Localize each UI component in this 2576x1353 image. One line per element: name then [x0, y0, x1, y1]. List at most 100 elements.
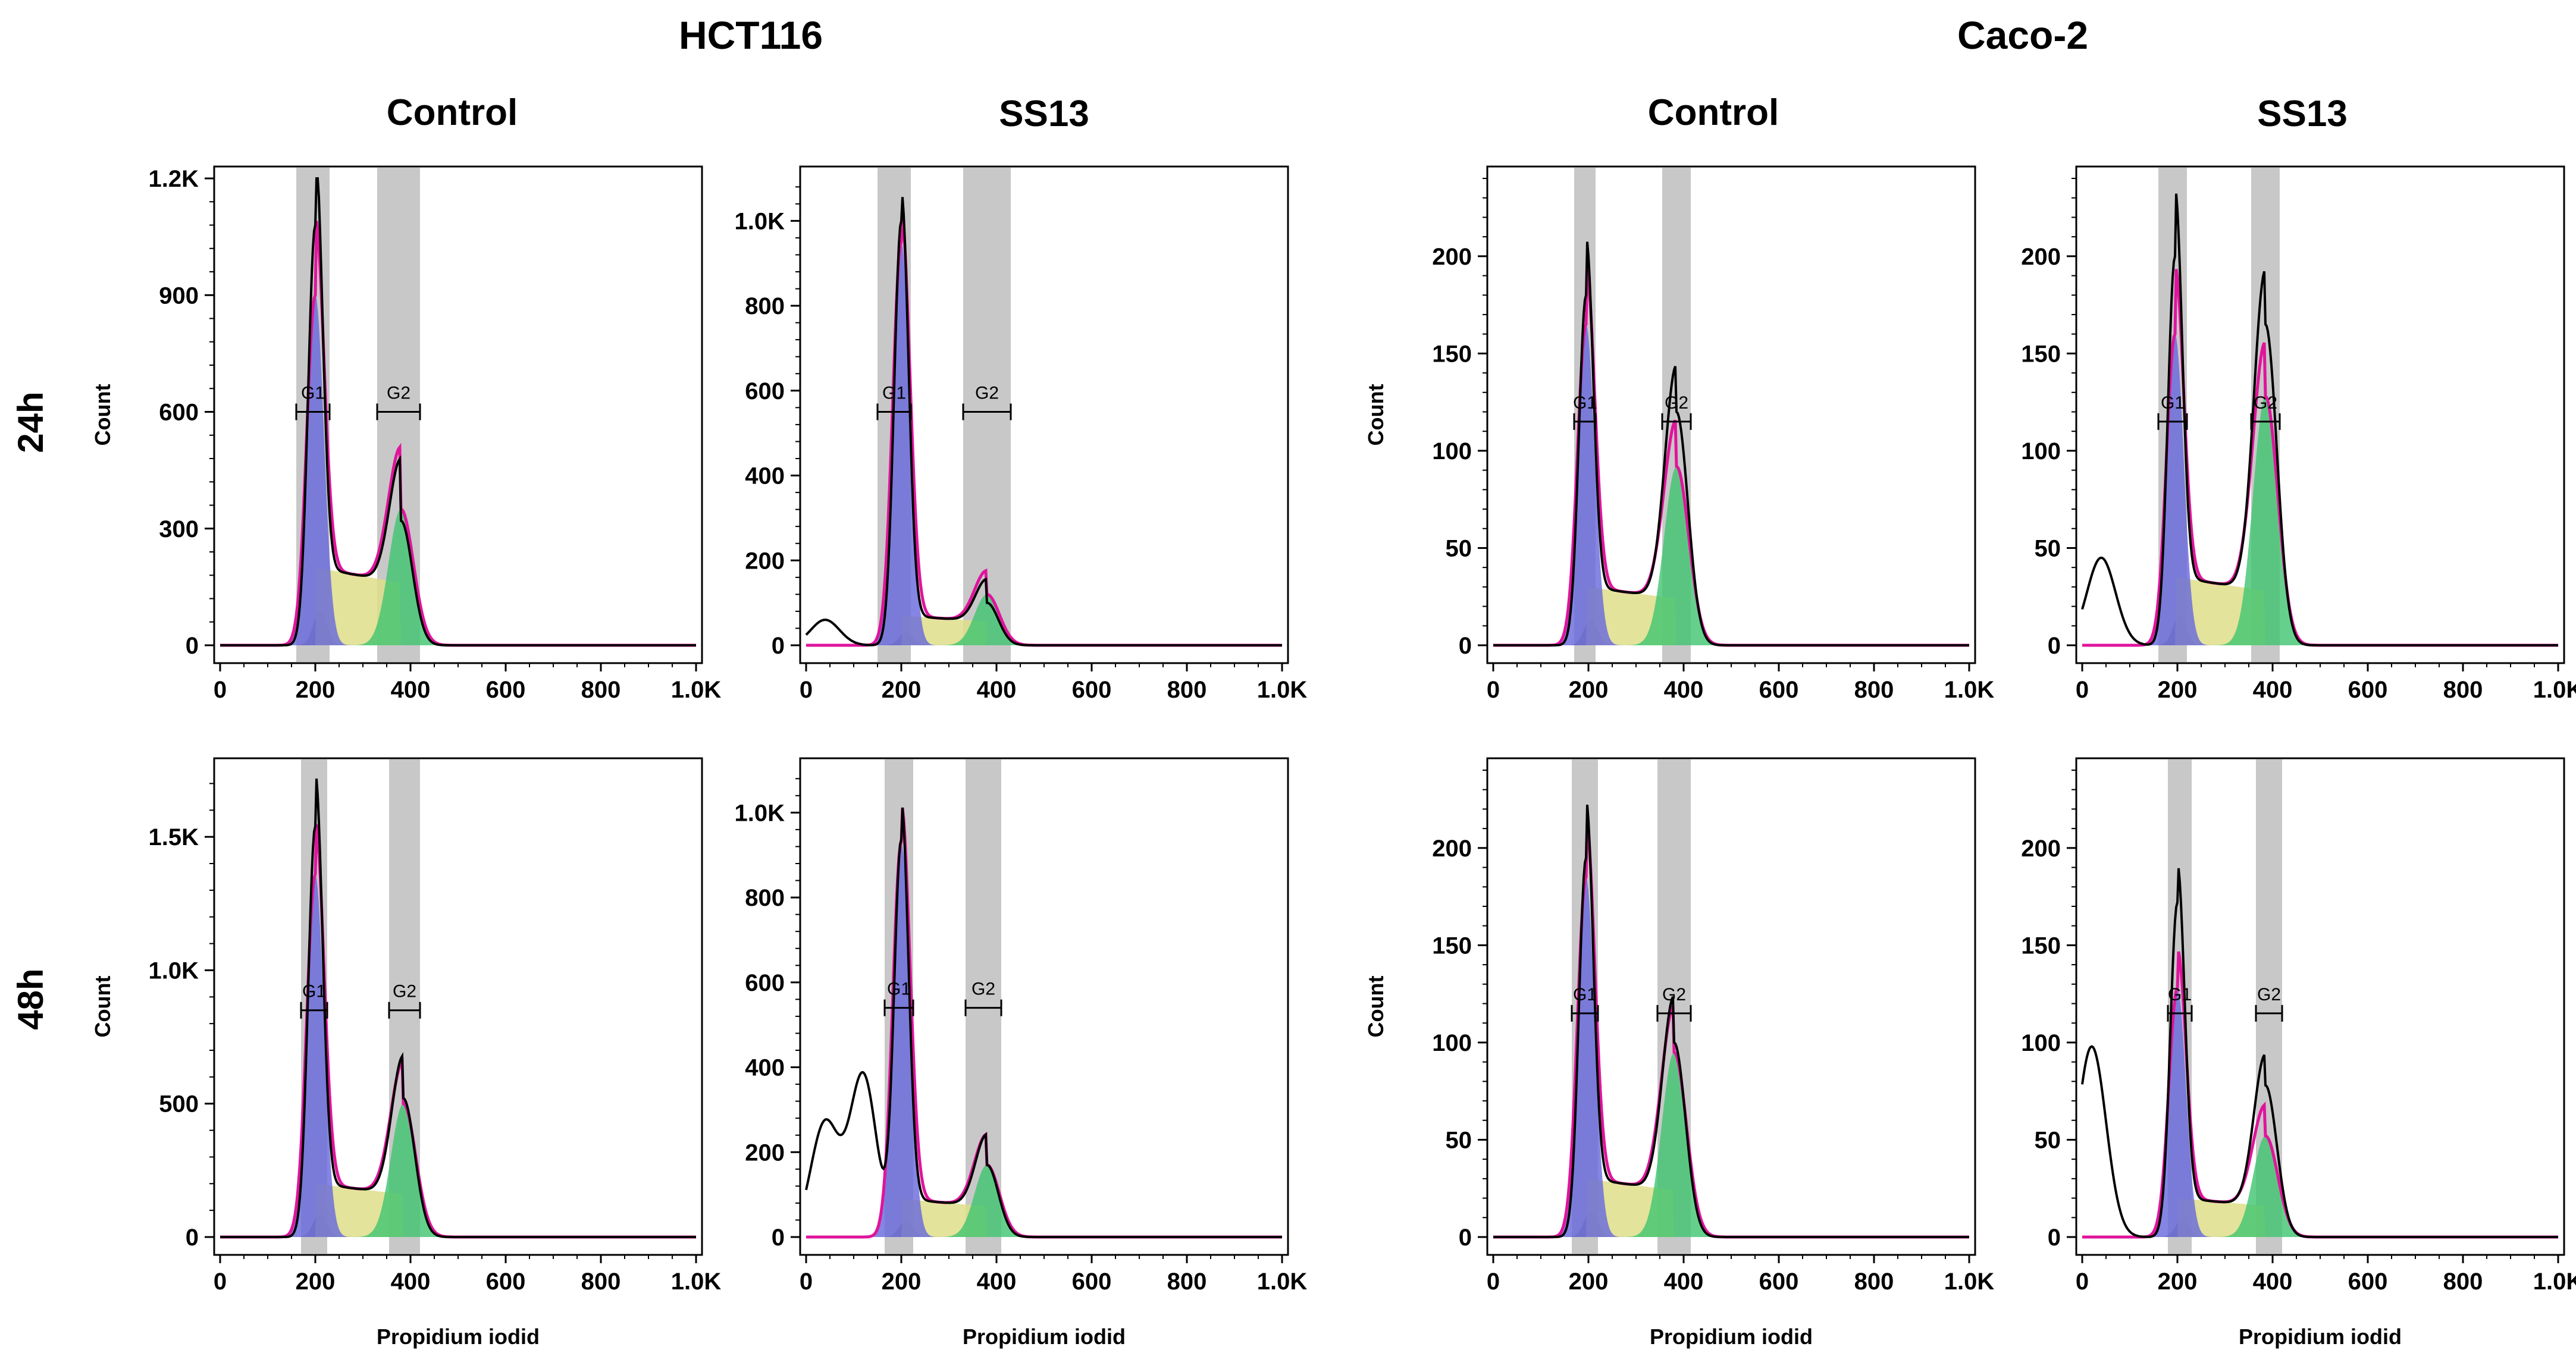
- y-tick-label: 150: [2021, 933, 2061, 959]
- x-tick-label: 0: [2076, 1269, 2089, 1295]
- x-tick-label: 200: [1569, 677, 1609, 703]
- y-tick-label: 200: [2021, 244, 2061, 270]
- x-tick-label: 200: [2158, 1269, 2198, 1295]
- g1-phase-area: [2082, 334, 2558, 645]
- histogram-panel-hct116-control-24h: G1 G2 0 200 400 600 800 1.0K 0 300 600 900 1.2K Count: [90, 165, 722, 703]
- y-tick-label: 50: [2035, 535, 2061, 561]
- x-tick-label: 0: [214, 677, 227, 703]
- x-tick-label: 1.0K: [2533, 677, 2576, 703]
- histogram-panel-hct116-control-48h: G1 G2 0 200 400 600 800 1.0K 0 500 1.0K 1.5K Count Pr…: [90, 757, 722, 1349]
- x-tick-label: 200: [882, 677, 922, 703]
- condition-title-caco2-ss13: SS13: [2257, 93, 2348, 134]
- x-tick-label: 800: [2443, 677, 2483, 703]
- x-tick-label: 400: [391, 677, 431, 703]
- plot-frame: [1486, 757, 1976, 1256]
- s-phase-area: [2082, 1198, 2558, 1237]
- histogram-line: [805, 807, 1282, 1238]
- y-axis-label: Count: [90, 976, 115, 1038]
- gate-label-g1: G1: [301, 384, 325, 403]
- y-tick-label: 200: [1432, 836, 1472, 862]
- g1-phase-area: [806, 242, 1282, 645]
- s-phase-area: [220, 567, 696, 645]
- g1-phase-area: [220, 874, 696, 1237]
- x-tick-label: 800: [2443, 1269, 2483, 1295]
- y-tick-label: 200: [2021, 836, 2061, 862]
- y-tick-label: 0: [1459, 1225, 1472, 1251]
- gate-label-g1: G1: [882, 384, 906, 403]
- condition-title-caco2-control: Control: [1648, 92, 1779, 133]
- x-tick-label: 200: [2158, 677, 2198, 703]
- x-tick-label: 600: [2348, 1269, 2388, 1295]
- histogram-panel-caco2-control-48h: G1 G2 0 200 400 600 800 1.0K 0 50 100 150 200 Count Pr…: [1364, 757, 1994, 1349]
- gate-label-g1: G1: [1573, 985, 1597, 1004]
- g1-phase-area: [806, 842, 1282, 1237]
- y-tick-label: 50: [2035, 1127, 2061, 1153]
- gate-label-g1: G1: [1573, 393, 1597, 413]
- y-tick-label: 0: [772, 1225, 785, 1251]
- gate-label-g2: G2: [393, 982, 416, 1002]
- y-tick-label: 800: [745, 885, 785, 911]
- y-tick-label: 1.5K: [149, 824, 199, 850]
- y-tick-label: 100: [2021, 438, 2061, 464]
- x-tick-label: 200: [1569, 1269, 1609, 1295]
- s-phase-area: [806, 1199, 1282, 1237]
- x-tick-label: 600: [1759, 1269, 1799, 1295]
- x-axis-label: Propidium iodid: [377, 1324, 540, 1349]
- plot-frame: [1486, 165, 1976, 664]
- gate-label-g2: G2: [387, 384, 410, 403]
- g1-phase-area: [1493, 877, 1969, 1237]
- x-tick-label: 0: [800, 677, 813, 703]
- y-axis-label: Count: [1364, 976, 1388, 1038]
- x-tick-label: 400: [1664, 1269, 1704, 1295]
- histogram-panel-hct116-ss13-48h: G1 G2 0 200 400 600 800 1.0K 0 200 400 600 800 1.0K Pr…: [735, 757, 1307, 1349]
- y-axis-label: Count: [90, 384, 115, 446]
- plot-frame: [213, 165, 703, 664]
- gate-label-g2: G2: [1665, 393, 1688, 413]
- plot-frame: [2075, 757, 2565, 1256]
- x-tick-label: 1.0K: [2533, 1269, 2576, 1295]
- x-tick-label: 600: [2348, 677, 2388, 703]
- y-tick-label: 600: [745, 378, 785, 404]
- plot-frame: [213, 757, 703, 1256]
- g1-phase-area: [2082, 988, 2558, 1237]
- gate-label-g1: G1: [302, 982, 326, 1002]
- y-tick-label: 150: [1432, 341, 1472, 367]
- x-tick-label: 600: [1072, 677, 1112, 703]
- y-tick-label: 0: [1459, 633, 1472, 659]
- y-tick-label: 50: [1446, 1127, 1472, 1153]
- y-tick-label: 800: [745, 293, 785, 319]
- x-tick-label: 600: [486, 1269, 526, 1295]
- x-tick-label: 1.0K: [671, 677, 722, 703]
- x-tick-label: 0: [1487, 1269, 1500, 1295]
- gate-label-g2: G2: [2254, 393, 2277, 413]
- y-tick-label: 1.0K: [149, 958, 199, 984]
- group-title-hct116: HCT116: [679, 13, 823, 57]
- x-tick-label: 0: [214, 1269, 227, 1295]
- x-tick-label: 1.0K: [1944, 677, 1995, 703]
- histogram-line: [1493, 804, 1969, 1238]
- x-tick-label: 200: [296, 1269, 336, 1295]
- x-tick-label: 400: [977, 1269, 1017, 1295]
- y-tick-label: 150: [1432, 933, 1472, 959]
- row-label-24h: 24h: [11, 391, 51, 453]
- histogram-panel-caco2-ss13-48h: G1 G2 0 200 400 600 800 1.0K 0 50 100 150 200 Propidi…: [2021, 757, 2576, 1349]
- histogram-panels: G1 G2 0 200 400 600 800 1.0K 0 300 600 900 1.2K Count…: [90, 165, 2576, 1349]
- x-axis-label: Propidium iodid: [2239, 1324, 2402, 1349]
- condition-title-hct116-control: Control: [387, 92, 518, 133]
- x-tick-label: 600: [486, 677, 526, 703]
- y-tick-label: 0: [2048, 1225, 2061, 1251]
- plot-frame: [799, 757, 1289, 1256]
- y-tick-label: 0: [2048, 633, 2061, 659]
- y-tick-label: 500: [159, 1091, 199, 1117]
- x-tick-label: 800: [1167, 677, 1207, 703]
- x-tick-label: 200: [296, 677, 336, 703]
- x-tick-label: 1.0K: [671, 1269, 722, 1295]
- histogram-panel-caco2-ss13-24h: G1 G2 0 200 400 600 800 1.0K 0 50 100 150 200: [2021, 165, 2576, 703]
- x-tick-label: 800: [1167, 1269, 1207, 1295]
- x-tick-label: 0: [800, 1269, 813, 1295]
- y-tick-label: 400: [745, 1055, 785, 1081]
- s-phase-area: [1493, 587, 1969, 645]
- x-axis-label: Propidium iodid: [1650, 1324, 1813, 1349]
- s-phase-area: [2082, 577, 2558, 645]
